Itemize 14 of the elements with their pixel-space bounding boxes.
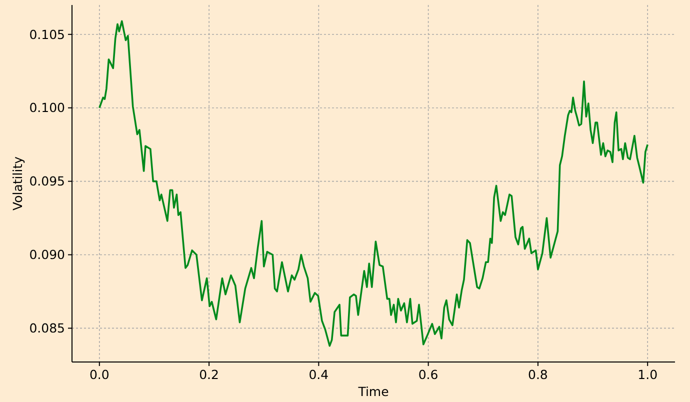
x-tick-label: 0.6 (418, 367, 438, 382)
y-tick-label: 0.105 (29, 26, 65, 42)
y-axis-title: Volatility (10, 156, 25, 210)
y-tick-label: 0.090 (29, 247, 66, 262)
y-tick-label: 0.095 (29, 174, 65, 189)
x-tick-label: 0.0 (89, 367, 110, 382)
x-tick-label: 0.4 (308, 367, 329, 382)
y-tick-label: 0.100 (29, 100, 66, 116)
x-tick-label: 0.8 (528, 367, 548, 382)
line-series (98, 20, 648, 347)
x-tick-label: 0.2 (199, 367, 219, 382)
y-tick-label: 0.085 (29, 320, 65, 336)
x-axis-title: Time (357, 384, 390, 399)
x-tick-label: 1.0 (638, 367, 658, 382)
